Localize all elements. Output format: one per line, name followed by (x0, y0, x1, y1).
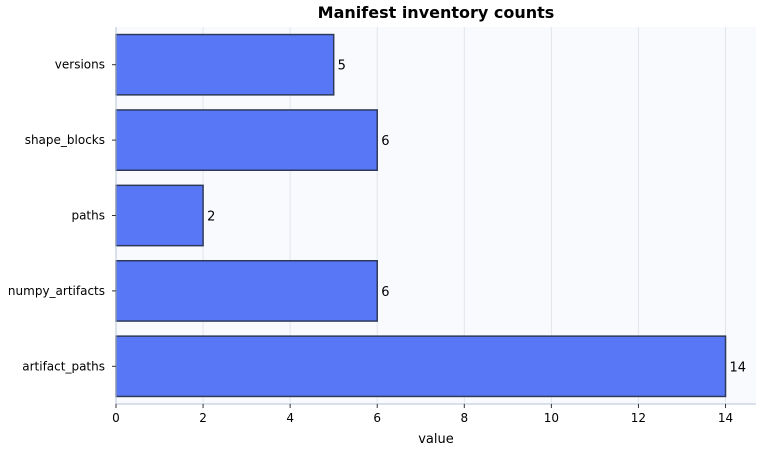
x-tick-label: 10 (544, 411, 559, 425)
data-label-artifact_paths: 14 (730, 360, 747, 375)
data-label-shape_blocks: 6 (381, 134, 389, 149)
data-label-numpy_artifacts: 6 (381, 285, 389, 300)
y-tick-label-shape_blocks: shape_blocks (25, 133, 105, 147)
bar-paths (115, 184, 204, 247)
y-tick-label-paths: paths (71, 209, 105, 223)
x-tick-label: 4 (286, 411, 294, 425)
data-label-versions: 5 (338, 59, 346, 74)
chart-title: Manifest inventory counts (318, 3, 555, 22)
bars: 5 6 2 6 14 (115, 33, 747, 398)
y-tick-label-numpy_artifacts: numpy_artifacts (8, 284, 105, 298)
x-axis-label: value (418, 432, 454, 447)
bar-artifact_paths (115, 335, 727, 398)
x-tick-label: 8 (460, 411, 468, 425)
bar-numpy_artifacts (115, 259, 378, 322)
x-tick-label: 14 (718, 411, 733, 425)
x-tick-label: 12 (631, 411, 646, 425)
x-tick-label: 0 (112, 411, 120, 425)
y-tick-label-artifact_paths: artifact_paths (22, 359, 105, 373)
x-tick-label: 2 (199, 411, 207, 425)
bar-shape_blocks (115, 109, 378, 172)
data-label-paths: 2 (207, 210, 215, 225)
bar-versions (115, 33, 335, 96)
x-tick-label: 6 (373, 411, 381, 425)
x-ticks: 0 2 4 6 8 10 12 14 (112, 404, 733, 425)
y-tick-label-versions: versions (55, 58, 105, 72)
